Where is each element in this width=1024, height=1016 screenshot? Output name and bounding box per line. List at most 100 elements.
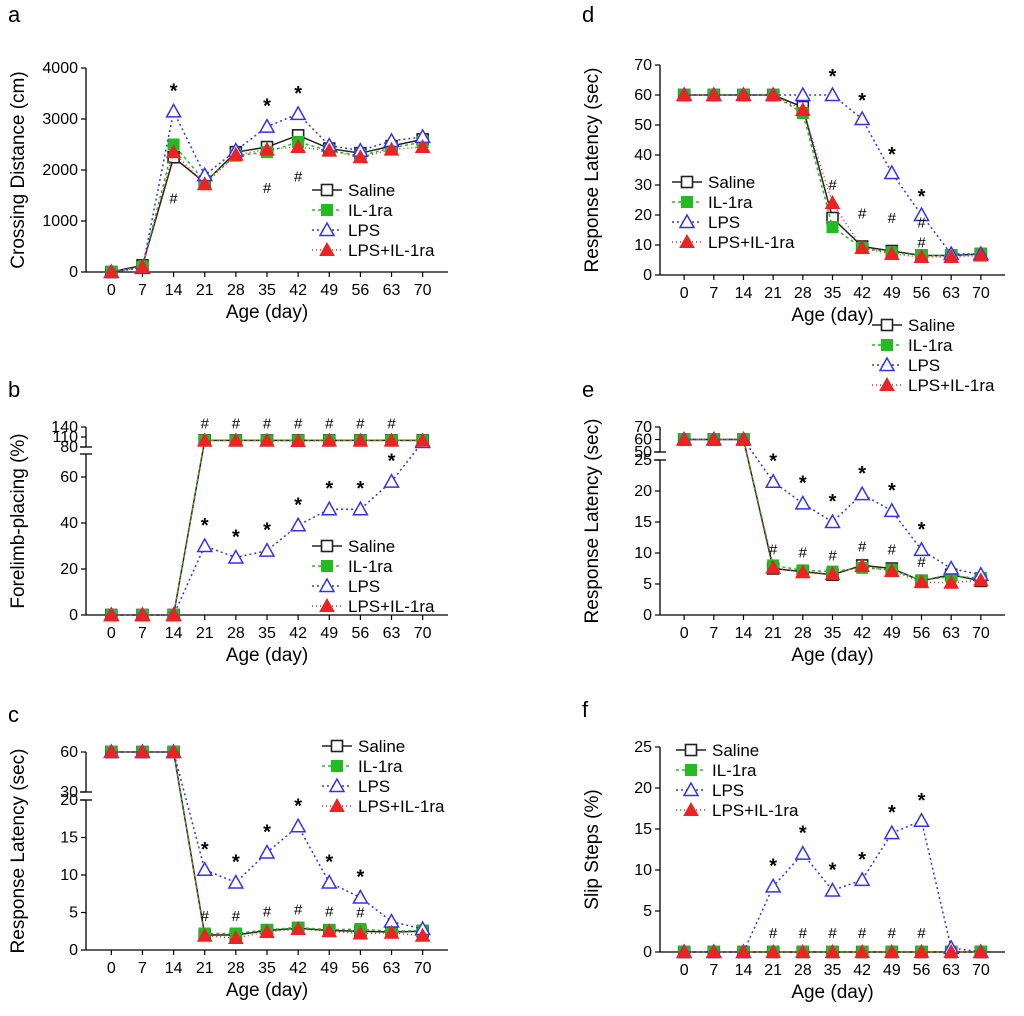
legend-marker [319, 241, 335, 256]
data-point-LPS [227, 548, 245, 564]
data-point-LPS+IL-1ra [134, 258, 151, 273]
legend-marker [331, 760, 343, 772]
significance-star: * [201, 839, 209, 861]
significance-hash: # [263, 415, 272, 432]
significance-star: * [829, 491, 837, 513]
y-tick-label: 10 [634, 862, 652, 879]
significance-hash: # [294, 901, 303, 918]
panel-label-c: c [8, 702, 19, 727]
y-tick-label: 50 [634, 117, 652, 134]
y-tick-label: 80 [60, 439, 78, 456]
x-tick-label: 49 [883, 285, 901, 302]
significance-hash: # [387, 415, 396, 432]
data-point-LPS [352, 888, 369, 904]
x-tick-label: 56 [351, 282, 369, 299]
data-point-LPS [352, 500, 369, 516]
x-tick-label: 21 [764, 625, 782, 642]
data-point-LPS+IL-1ra [943, 574, 960, 589]
y-axis-label: Slip Steps (%) [582, 789, 603, 909]
data-point-LPS+IL-1ra [854, 943, 871, 958]
data-point-LPS [196, 861, 214, 876]
x-tick-label: 63 [942, 285, 960, 302]
y-tick-label: 20 [60, 792, 78, 809]
y-tick-label: 0 [69, 942, 78, 959]
significance-hash: # [888, 542, 897, 559]
panel-a: a 0 1000 2000 3000 4000 0 7 14 21 28 35 42 49 56 63 70 Ag… [8, 2, 448, 323]
legend-label: LPS [358, 777, 390, 796]
significance-hash: # [828, 925, 837, 942]
y-tick-label: 3000 [42, 111, 78, 128]
data-point-LPS+IL-1ra [883, 245, 900, 260]
significance-hash: # [917, 235, 926, 252]
significance-hash: # [169, 190, 178, 207]
legend-marker [880, 318, 894, 332]
y-tick-label: 5 [643, 903, 652, 920]
significance-star: * [769, 855, 777, 877]
y-tick-label: 5 [69, 905, 78, 922]
y-axis-label: Crossing Distance (cm) [8, 71, 29, 268]
significance-hash: # [858, 206, 867, 223]
data-point-LPS [227, 873, 245, 889]
x-tick-label: 56 [351, 960, 369, 977]
x-tick-label: 70 [414, 960, 432, 977]
significance-hash: # [858, 538, 867, 555]
x-tick-label: 42 [289, 960, 307, 977]
significance-hash: # [325, 415, 334, 432]
significance-star: * [263, 96, 271, 118]
legend-marker [330, 739, 344, 753]
series-line-LPS [111, 441, 424, 616]
data-point-LPS [913, 541, 930, 557]
legend-marker [685, 764, 697, 776]
data-point-LPS+IL-1ra [676, 943, 693, 958]
x-tick-label: 70 [972, 625, 990, 642]
significance-hash: # [799, 925, 808, 942]
legend-label: IL-1ra [348, 557, 393, 576]
x-tick-label: 42 [853, 962, 871, 979]
legend-label: IL-1ra [348, 201, 393, 220]
data-point-LPS+IL-1ra [824, 194, 841, 209]
x-tick-label: 49 [883, 625, 901, 642]
x-tick-label: 49 [320, 282, 338, 299]
data-point-LPS [913, 206, 930, 222]
significance-hash: # [232, 415, 241, 432]
significance-star: * [858, 90, 866, 112]
data-point-LPS [794, 86, 812, 102]
data-point-LPS+IL-1ra [676, 431, 693, 446]
data-point-LPS+IL-1ra [383, 924, 400, 939]
data-point-LPS+IL-1ra [228, 432, 244, 447]
data-point-LPS+IL-1ra [259, 923, 275, 938]
x-tick-label: 56 [913, 625, 931, 642]
data-point-LPS+IL-1ra [290, 139, 306, 154]
data-point-LPS [942, 559, 960, 575]
data-point-LPS+IL-1ra [735, 86, 752, 101]
significance-star: * [356, 867, 364, 889]
y-tick-label: 0 [643, 944, 652, 961]
data-point-LPS+IL-1ra [794, 101, 811, 116]
legend-label: LPS [712, 781, 744, 800]
legend-label: Saline [358, 737, 405, 756]
data-point-LPS [258, 118, 276, 133]
y-tick-label: 20 [634, 207, 652, 224]
significance-star: * [388, 451, 396, 473]
data-point-LPS [883, 502, 901, 518]
data-point-LPS+IL-1ra [735, 943, 752, 958]
significance-star: * [858, 849, 866, 871]
legend-label: LPS [348, 221, 380, 240]
significance-star: * [294, 494, 302, 516]
legend-marker [682, 781, 700, 797]
significance-star: * [888, 802, 896, 824]
data-point-LPS+IL-1ra [414, 432, 431, 447]
legend-marker [684, 743, 698, 757]
panel-label-d: d [582, 2, 594, 27]
legend-label: Saline [348, 537, 395, 556]
data-point-LPS+IL-1ra [321, 923, 338, 938]
x-tick-label: 35 [824, 285, 842, 302]
x-tick-label: 7 [138, 282, 147, 299]
data-point-LPS+IL-1ra [196, 176, 213, 191]
x-tick-label: 7 [138, 960, 147, 977]
x-tick-label: 0 [107, 960, 116, 977]
data-point-LPS+IL-1ra [854, 239, 871, 254]
x-tick-label: 7 [709, 625, 718, 642]
x-tick-label: 0 [680, 285, 689, 302]
